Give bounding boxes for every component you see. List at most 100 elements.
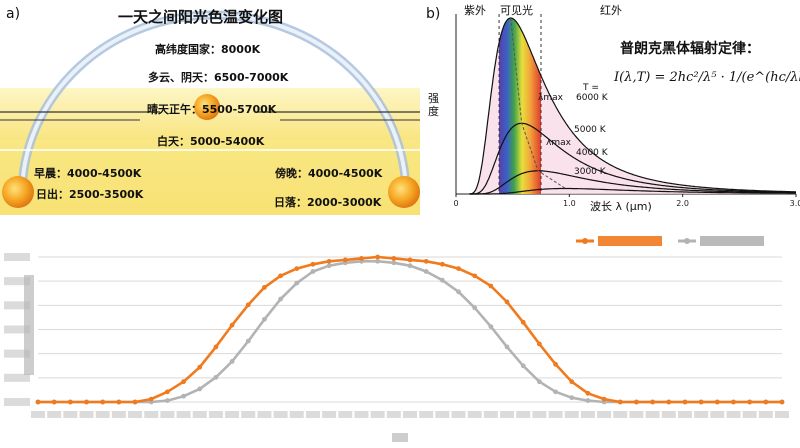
- data-point: [536, 341, 542, 347]
- x-tick-label-blurred: [532, 411, 547, 418]
- daily-irradiance-chart: [0, 215, 800, 448]
- legend: [576, 236, 764, 246]
- y-tick-label-blurred: [4, 325, 30, 334]
- label-morning: 早晨：4000-4500K: [34, 167, 142, 180]
- x-tick-label-blurred: [726, 411, 741, 418]
- label-sunset: 日落：2000-3000K: [274, 196, 382, 209]
- data-point: [310, 269, 316, 274]
- x-tick-label-blurred: [467, 411, 482, 418]
- planck-x-tick-label: 3.0: [790, 199, 800, 208]
- x-tick-label-blurred: [208, 411, 223, 418]
- legend-orange-label-blurred: [598, 236, 662, 246]
- data-point: [763, 399, 769, 405]
- x-tick-label-blurred: [273, 411, 288, 418]
- x-tick-label-blurred: [500, 411, 515, 418]
- data-point: [456, 266, 461, 271]
- x-tick-label-blurred: [548, 411, 563, 418]
- x-tick-label-blurred: [289, 411, 304, 418]
- data-point: [359, 256, 364, 261]
- legend-gray-label-blurred: [700, 236, 764, 246]
- x-tick-label-blurred: [241, 411, 256, 418]
- sunrise-sun-icon: [2, 176, 34, 208]
- data-point: [278, 296, 284, 302]
- x-tick-label-blurred: [629, 411, 644, 418]
- x-tick-label-blurred: [677, 411, 692, 418]
- data-point: [181, 393, 186, 399]
- panel-a-title: 一天之间阳光色温变化图: [118, 8, 284, 26]
- data-point: [439, 261, 445, 267]
- data-point: [391, 260, 397, 266]
- y-tick-label-blurred: [4, 277, 30, 286]
- data-point: [456, 289, 461, 295]
- x-tick-label-blurred: [370, 411, 385, 418]
- data-point: [294, 266, 300, 271]
- curve-label-5000: 5000 K: [574, 125, 606, 135]
- data-point: [650, 399, 656, 405]
- curve-label-6000: 6000 K: [576, 93, 608, 103]
- data-point: [197, 364, 203, 370]
- lambda-max-label-2: λmax: [546, 138, 571, 148]
- x-tick-label-blurred: [79, 411, 94, 418]
- label-daytime: 白天：5000-5400K: [157, 135, 265, 148]
- x-tick-label-blurred: [435, 411, 450, 418]
- x-tick-label-blurred: [483, 411, 498, 418]
- x-tick-label-blurred: [31, 411, 45, 418]
- data-point: [407, 257, 413, 263]
- x-tick-label-blurred: [257, 411, 272, 418]
- y-tick-label-blurred: [4, 301, 30, 310]
- planck-x-tick-label: 1.0: [563, 199, 576, 208]
- x-tick-label-blurred: [516, 411, 531, 418]
- x-tick-label-blurred: [742, 411, 757, 418]
- planck-plot: 0 1.0 2.0 3.0: [453, 14, 800, 208]
- data-point: [164, 398, 170, 403]
- data-point: [536, 379, 542, 385]
- data-point: [213, 344, 219, 350]
- x-tick-label-blurred: [322, 411, 337, 418]
- panel-b-letter: b): [426, 6, 441, 22]
- x-tick-label-blurred: [613, 411, 628, 418]
- data-point: [569, 395, 575, 401]
- x-tick-label-blurred: [192, 411, 207, 418]
- y-tick-label-blurred: [4, 398, 30, 406]
- x-tick-label-blurred: [176, 411, 191, 418]
- y-axis-label-blurred: [24, 275, 34, 375]
- x-tick-label-blurred: [758, 411, 773, 418]
- label-high-latitude: 高纬度国家：8000K: [155, 43, 261, 56]
- x-tick-label-blurred: [386, 411, 401, 418]
- data-point: [520, 363, 526, 369]
- planck-curve-6000: [469, 17, 796, 195]
- data-point: [326, 263, 332, 269]
- x-tick-label-blurred: [694, 411, 709, 418]
- data-point: [84, 399, 89, 405]
- data-point: [164, 389, 170, 395]
- data-point: [278, 273, 284, 279]
- label-visible: 可见光: [500, 4, 533, 17]
- planck-x-label: 波长 λ (μm): [590, 200, 652, 213]
- x-tick-label-blurred: [111, 411, 126, 418]
- data-point: [35, 399, 41, 405]
- x-tick-label-blurred: [144, 411, 159, 418]
- data-point: [617, 399, 623, 405]
- label-noon: 晴天正午：5500-5700K: [147, 103, 277, 116]
- wien-peak-line: [510, 17, 566, 189]
- y-tick-label-blurred: [4, 349, 30, 358]
- label-uv: 紫外: [464, 4, 486, 17]
- sunset-sun-icon: [388, 176, 420, 208]
- panel-a-letter: a): [6, 6, 21, 22]
- planck-curve-3000: [469, 187, 796, 195]
- data-point: [569, 379, 575, 385]
- x-tick-label-blurred: [305, 411, 320, 418]
- data-point: [245, 338, 251, 344]
- planck-y-label: 强度: [428, 92, 439, 118]
- data-point: [714, 399, 720, 405]
- y-tick-label-blurred: [4, 373, 30, 382]
- x-tick-label-blurred: [597, 411, 612, 418]
- panel-a-sun-color-temperature: a) 一天之间阳光色温变化图 高纬度国家：8000K 多云、阴天：6500-70…: [0, 0, 420, 215]
- x-tick-label-blurred: [95, 411, 110, 418]
- planck-area-fill: [469, 18, 796, 194]
- x-tick-label-blurred: [661, 411, 676, 418]
- data-point: [407, 263, 413, 269]
- lambda-max-label-1: λmax: [538, 93, 563, 103]
- data-point: [326, 258, 332, 264]
- x-tick-label-blurred: [63, 411, 78, 418]
